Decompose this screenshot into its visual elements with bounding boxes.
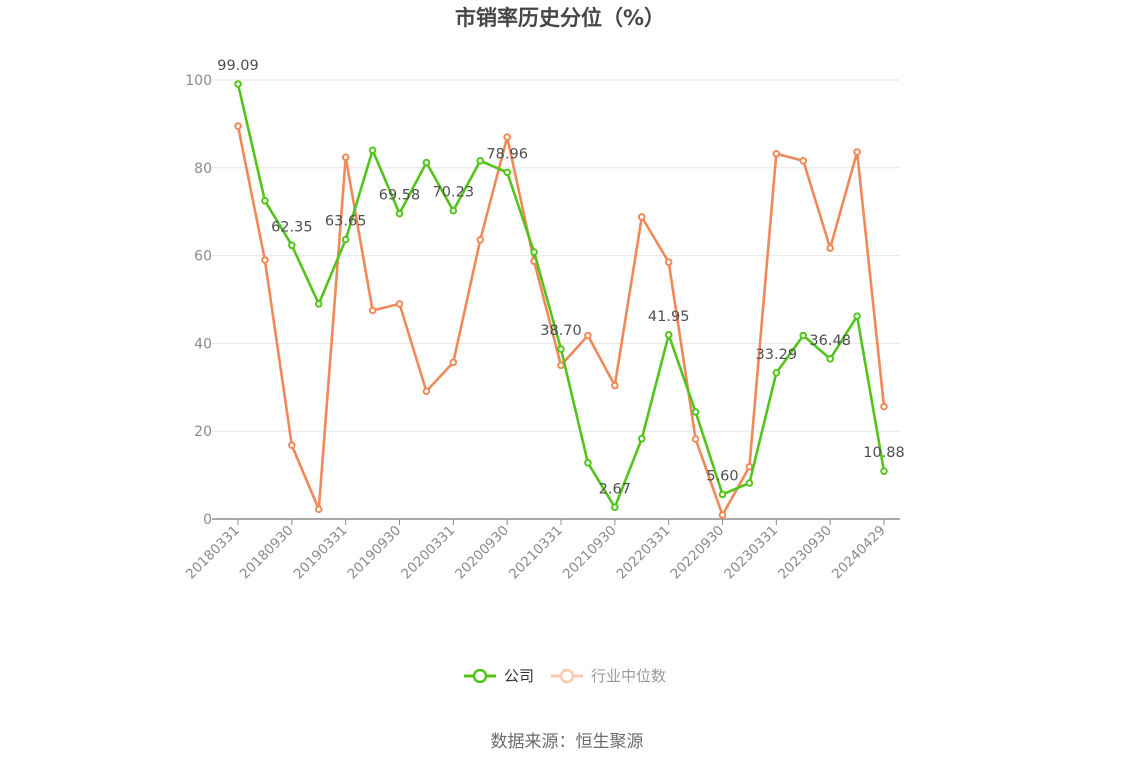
- x-tick-label: 20240429: [829, 523, 889, 583]
- point-company: [530, 248, 538, 256]
- point-company: [691, 408, 700, 416]
- point-company: [395, 209, 404, 218]
- data-label: 62.35: [271, 219, 313, 235]
- point-industry-median: [341, 153, 350, 162]
- x-axis: 2018033120180930201903312019093020200331…: [183, 518, 900, 583]
- point-company: [449, 206, 458, 215]
- x-tick-label: 20220331: [614, 523, 674, 583]
- point-company: [880, 467, 888, 476]
- point-company: [611, 503, 619, 512]
- y-tick-label: 40: [194, 336, 212, 352]
- legend-marker-industry-median: [559, 668, 575, 684]
- point-company: [664, 331, 673, 339]
- point-company: [557, 345, 565, 353]
- y-tick-label: 80: [194, 161, 212, 177]
- point-company: [853, 312, 861, 320]
- x-tick-label: 20190930: [344, 523, 404, 583]
- x-tick-label: 20230930: [775, 523, 835, 583]
- x-tick-label: 20200331: [398, 523, 458, 583]
- x-tick-label: 20190331: [291, 523, 351, 583]
- point-industry-median: [664, 258, 673, 266]
- point-industry-median: [288, 441, 296, 450]
- point-industry-median: [395, 300, 404, 308]
- point-industry-median: [853, 148, 861, 156]
- y-tick-label: 100: [185, 73, 212, 89]
- point-industry-median: [880, 402, 888, 411]
- point-company: [288, 241, 296, 250]
- point-industry-median: [826, 244, 834, 252]
- x-tick-label: 20180331: [183, 523, 243, 583]
- point-company: [718, 490, 727, 499]
- point-industry-median: [261, 256, 269, 264]
- legend-item-company[interactable]: 公司: [464, 667, 534, 685]
- data-label: 99.09: [217, 58, 259, 74]
- x-tick-label: 20220930: [667, 523, 727, 583]
- data-label: 78.96: [486, 146, 528, 162]
- x-tick-label: 20210930: [560, 523, 620, 583]
- point-industry-median: [611, 381, 619, 390]
- point-industry-median: [368, 306, 377, 315]
- data-label: 10.88: [863, 445, 905, 461]
- y-tick-label: 60: [194, 249, 212, 265]
- y-tick-label: 20: [194, 424, 212, 440]
- series-line-industry-median: [236, 125, 886, 517]
- x-tick-label: 20230331: [721, 523, 781, 583]
- point-industry-median: [691, 435, 700, 443]
- point-industry-median: [422, 387, 431, 396]
- legend-item-industry-median[interactable]: 行业中位数: [551, 667, 666, 685]
- data-label: 2.67: [599, 481, 631, 497]
- point-industry-median: [476, 235, 485, 244]
- point-company: [368, 146, 377, 155]
- x-tick-label: 20210331: [506, 523, 566, 583]
- data-label: 5.60: [706, 468, 738, 484]
- legend-label-company: 公司: [504, 667, 534, 685]
- point-company: [503, 168, 511, 177]
- source-note: 数据来源：恒生聚源: [491, 732, 644, 752]
- y-tick-label: 0: [203, 512, 212, 528]
- grid-lines: [212, 79, 900, 432]
- point-company: [772, 369, 781, 377]
- y-axis: 0 20 40 60 80 100: [185, 73, 212, 528]
- series-layer: [234, 80, 888, 519]
- data-label: 36.48: [809, 333, 851, 349]
- point-company: [745, 479, 754, 487]
- point-industry-median: [584, 331, 592, 340]
- point-industry-median: [503, 133, 511, 141]
- point-industry-median: [745, 462, 754, 471]
- point-industry-median: [772, 149, 781, 158]
- data-label: 41.95: [648, 309, 690, 325]
- point-industry-median: [718, 511, 727, 519]
- point-company: [826, 355, 834, 363]
- point-industry-median: [314, 505, 323, 514]
- point-company: [584, 459, 592, 467]
- x-tick-label: 20180930: [237, 523, 297, 583]
- x-tick-label: 20200930: [452, 523, 512, 583]
- legend-marker-company: [472, 668, 488, 684]
- point-industry-median: [449, 358, 458, 367]
- point-industry-median: [799, 156, 808, 165]
- point-company: [637, 434, 646, 443]
- data-label: 69.58: [379, 188, 421, 204]
- point-industry-median: [637, 213, 646, 221]
- point-company: [261, 196, 269, 205]
- data-label: 63.65: [325, 214, 367, 230]
- point-company: [341, 235, 350, 244]
- point-company: [422, 158, 431, 167]
- point-industry-median: [557, 361, 565, 370]
- point-industry-median: [234, 122, 242, 130]
- data-labels: 99.09 62.35 63.65 69.58 70.23 78.96 38.70 2.67 4…: [217, 58, 905, 497]
- data-label: 38.70: [540, 323, 582, 339]
- legend-label-industry-median: 行业中位数: [591, 667, 666, 685]
- point-company: [234, 80, 242, 88]
- data-label: 33.29: [756, 347, 798, 363]
- chart-title: 市销率历史分位（%）: [455, 6, 665, 30]
- point-company: [314, 300, 323, 308]
- point-company: [476, 156, 485, 165]
- data-label: 70.23: [433, 185, 475, 201]
- point-company: [799, 331, 808, 340]
- legend[interactable]: 公司 行业中位数: [464, 667, 666, 685]
